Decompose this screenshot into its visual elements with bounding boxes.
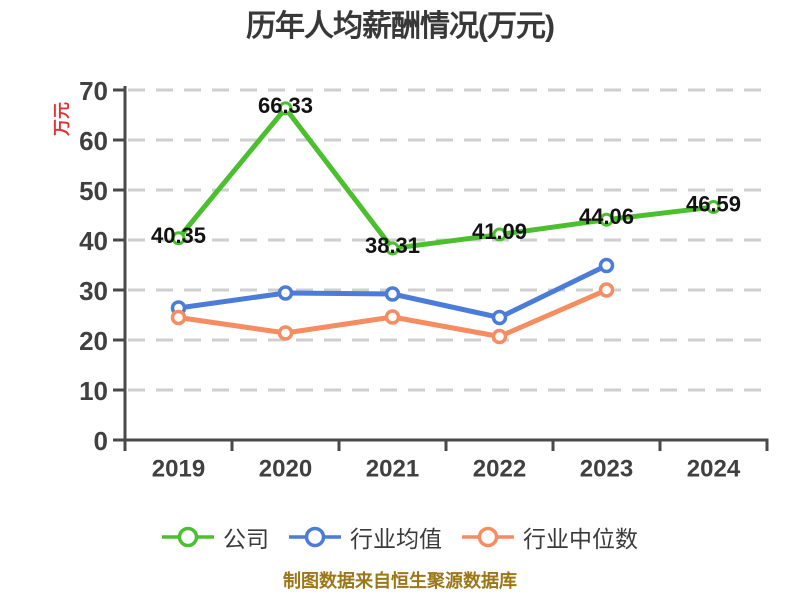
legend-label: 行业中位数 <box>523 526 638 552</box>
data-point-company[interactable] <box>171 231 186 246</box>
data-point-company[interactable] <box>492 227 507 242</box>
data-point-value-label: 41.09 <box>472 219 527 244</box>
y-axis-tick-label: 20 <box>79 326 108 356</box>
legend-label: 行业均值 <box>350 526 442 552</box>
legend-marker-icon <box>462 526 514 548</box>
data-point-industry-mean[interactable] <box>491 309 508 326</box>
y-axis-tick-label: 70 <box>79 76 108 106</box>
data-point-value-label: 66.33 <box>258 93 313 118</box>
data-point-industry-median[interactable] <box>491 328 508 345</box>
data-point-company[interactable] <box>385 241 400 256</box>
legend-marker-icon <box>289 526 341 548</box>
series-line-company <box>176 105 716 251</box>
y-axis-tick-label: 60 <box>79 126 108 156</box>
data-point-industry-mean[interactable] <box>598 257 615 274</box>
y-axis-tick-label: 0 <box>94 426 108 456</box>
data-point-industry-median[interactable] <box>277 325 294 341</box>
data-point-industry-median[interactable] <box>170 309 187 326</box>
x-axis-tick-label: 2020 <box>259 456 312 483</box>
data-point-value-label: 44.06 <box>579 204 634 229</box>
x-axis-tick-label: 2021 <box>366 456 419 483</box>
legend-item-company[interactable]: 公司 <box>162 520 269 554</box>
data-point-industry-mean[interactable] <box>277 285 294 301</box>
x-axis-tick-label: 2019 <box>152 456 205 483</box>
legend: 公司 行业均值 行业中位数 <box>0 518 800 556</box>
legend-item-industry-median[interactable]: 行业中位数 <box>462 520 638 554</box>
x-axis-tick-label: 2023 <box>580 456 633 483</box>
data-point-company[interactable] <box>278 101 293 116</box>
y-axis-tick-label: 10 <box>79 376 108 406</box>
legend-marker-circle <box>477 526 499 548</box>
data-point-company[interactable] <box>706 200 721 215</box>
data-point-industry-mean[interactable] <box>384 286 401 302</box>
y-axis-tick-label: 40 <box>79 226 108 256</box>
x-axis-tick-label: 2024 <box>687 456 741 483</box>
y-axis-tick-label: 30 <box>79 276 108 306</box>
legend-marker-circle <box>304 526 326 548</box>
x-axis-tick-label: 2022 <box>473 456 526 483</box>
data-point-industry-median[interactable] <box>384 309 401 325</box>
data-point-value-label: 38.31 <box>365 233 420 258</box>
legend-marker-icon <box>162 526 214 548</box>
y-axis-tick-label: 50 <box>79 176 108 206</box>
data-point-value-label: 40.35 <box>151 223 206 248</box>
chart-title: 历年人均薪酬情况(万元) <box>246 10 555 43</box>
y-axis-unit-label: 万元 <box>53 102 72 137</box>
legend-marker-circle <box>177 526 199 548</box>
data-point-value-label: 46.59 <box>686 192 741 217</box>
data-point-industry-median[interactable] <box>598 282 615 298</box>
legend-item-industry-mean[interactable]: 行业均值 <box>289 520 442 554</box>
data-point-company[interactable] <box>599 212 614 227</box>
footer-source-note: 制图数据来自恒生聚源数据库 <box>283 571 517 591</box>
legend-label: 公司 <box>223 526 269 552</box>
